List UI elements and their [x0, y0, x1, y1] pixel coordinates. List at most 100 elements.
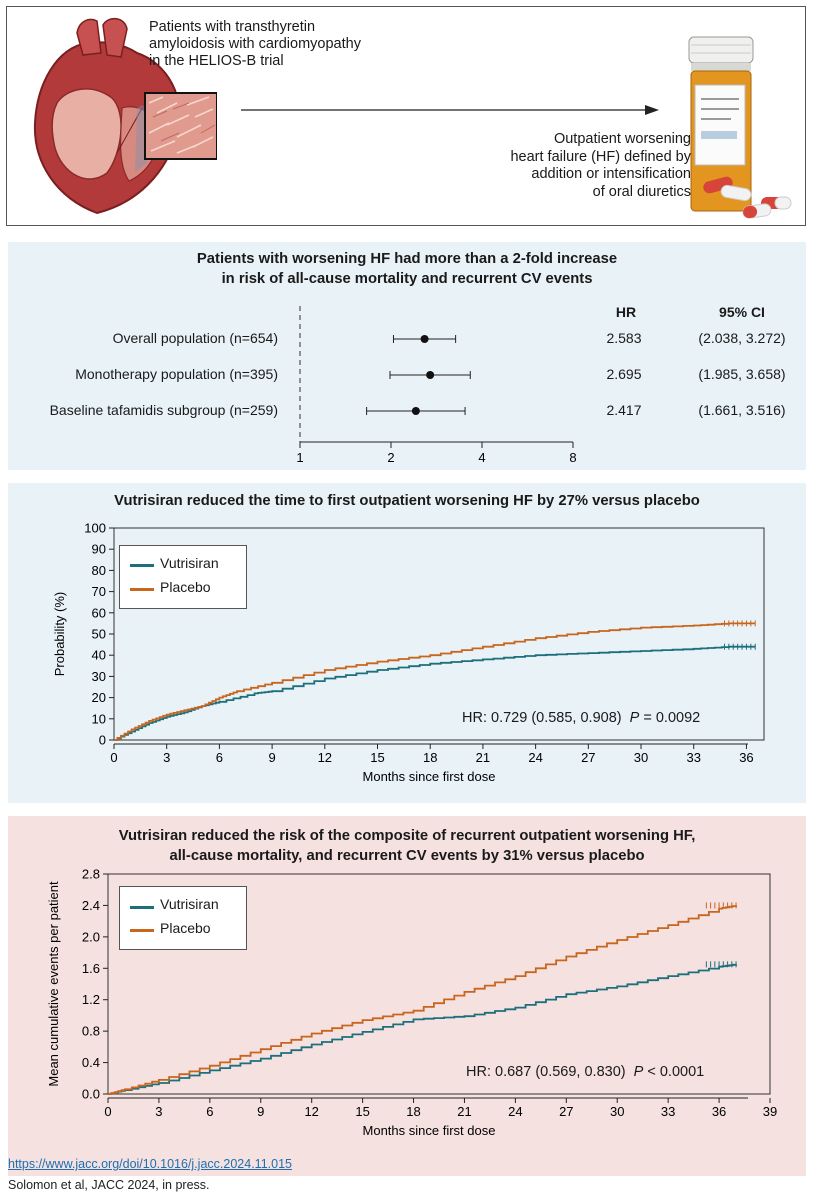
outcome-line: of oral diuretics	[592, 183, 691, 200]
mcf-title-line: all-cause mortality, and recurrent CV ev…	[169, 848, 645, 864]
x-tick-label: 21	[457, 1104, 471, 1119]
x-tick-label: 0	[110, 750, 117, 765]
doi-link[interactable]: https://www.jacc.org/doi/10.1016/j.jacc.…	[8, 1157, 292, 1171]
y-tick-label: 1.2	[82, 992, 100, 1007]
y-tick-label: 60	[92, 605, 106, 620]
km-hr-text: HR: 0.729 (0.585, 0.908)	[462, 710, 622, 726]
x-tick-label: 18	[423, 750, 437, 765]
x-tick-label: 0	[104, 1104, 111, 1119]
x-tick-label: 3	[155, 1104, 162, 1119]
series-line-placebo	[114, 622, 756, 741]
y-tick-label: 2.8	[82, 867, 100, 882]
x-tick-label: 12	[318, 750, 332, 765]
x-tick-label: 36	[712, 1104, 726, 1119]
legend-swatch-vutrisiran	[130, 564, 154, 567]
population-description: Patients with transthyretin amyloidosis …	[149, 19, 361, 70]
hr-column-header: HR	[615, 304, 637, 320]
forest-row-label: Baseline tafamidis subgroup (n=259)	[49, 402, 278, 418]
ci-column-header: 95% CI	[719, 304, 765, 320]
y-tick-label: 40	[92, 648, 106, 663]
mcf-panel: Vutrisiran reduced the risk of the compo…	[8, 816, 806, 1176]
y-tick-label: 20	[92, 690, 106, 705]
hr-point	[411, 407, 420, 415]
x-tick-label: 12	[304, 1104, 318, 1119]
km-title: Vutrisiran reduced the time to first out…	[114, 493, 700, 509]
x-tick-label: 30	[610, 1104, 624, 1119]
series-line-placebo	[108, 905, 737, 1095]
x-axis-label: Months since first dose	[363, 769, 496, 784]
km-hr-annotation: HR: 0.729 (0.585, 0.908) P = 0.0092	[462, 710, 700, 726]
series-line-vutrisiran	[114, 645, 756, 741]
x-tick-label: 2	[387, 450, 394, 465]
forest-plot: 1 2 4 8	[296, 306, 577, 465]
hr-point	[426, 371, 435, 379]
legend-label-vutrisiran: Vutrisiran	[160, 555, 219, 571]
trial-summary-panel: Patients with transthyretin amyloidosis …	[6, 6, 806, 226]
km-p-label: P	[629, 710, 640, 726]
x-tick-label: 24	[508, 1104, 522, 1119]
x-tick-label: 21	[476, 750, 490, 765]
x-tick-label: 39	[763, 1104, 777, 1119]
outcome-line: addition or intensification	[531, 166, 691, 182]
x-axis-label: Months since first dose	[363, 1123, 496, 1138]
y-tick-label: 0.8	[82, 1024, 100, 1039]
forest-ci-value: (1.985, 3.658)	[698, 366, 786, 382]
x-tick-label: 6	[216, 750, 223, 765]
x-tick-label: 33	[686, 750, 700, 765]
forest-hr-value: 2.417	[606, 402, 642, 418]
x-tick-label: 27	[581, 750, 595, 765]
x-tick-label: 15	[370, 750, 384, 765]
legend-label-placebo: Placebo	[160, 920, 211, 936]
pill-bottle-icon	[688, 36, 792, 219]
x-tick-label: 1	[296, 450, 303, 465]
x-tick-label: 36	[739, 750, 753, 765]
forest-plot-panel: Patients with worsening HF had more than…	[8, 242, 806, 470]
x-tick-label: 33	[661, 1104, 675, 1119]
forest-row-label: Monotherapy population (n=395)	[75, 366, 278, 382]
x-tick-label: 6	[206, 1104, 213, 1119]
y-tick-label: 90	[92, 542, 106, 557]
outcome-line: heart failure (HF) defined by	[510, 148, 691, 165]
x-tick-label: 18	[406, 1104, 420, 1119]
mcf-chart: 0.00.40.81.21.62.02.42.80 3 6 9 12 15 18 21 24 27…	[46, 867, 777, 1139]
y-tick-label: 70	[92, 584, 106, 599]
x-tick-label: 27	[559, 1104, 573, 1119]
x-tick-label: 15	[355, 1104, 369, 1119]
y-tick-label: 2.4	[82, 898, 100, 913]
forest-title-line: Patients with worsening HF had more than…	[196, 251, 618, 267]
forest-ci-value: (1.661, 3.516)	[698, 402, 786, 418]
y-tick-label: 0	[99, 733, 106, 748]
y-tick-label: 80	[92, 563, 106, 578]
mcf-title: Vutrisiran reduced the risk of the compo…	[8, 826, 806, 866]
legend-label-placebo: Placebo	[160, 579, 211, 595]
forest-ci-value: (2.038, 3.272)	[698, 330, 786, 346]
km-legend: Vutrisiran Placebo	[119, 545, 247, 609]
km-panel: Vutrisiran reduced the time to first out…	[8, 483, 806, 803]
forest-hr-value: 2.583	[606, 330, 642, 346]
mcf-p-label: P	[633, 1064, 644, 1080]
x-tick-label: 8	[569, 450, 576, 465]
hr-point	[420, 335, 429, 343]
forest-title-line: in risk of all-cause mortality and recur…	[221, 271, 593, 287]
population-line: in the HELIOS-B trial	[149, 53, 284, 69]
series-line-vutrisiran	[108, 963, 737, 1095]
x-tick-label: 24	[528, 750, 542, 765]
forest-title: Patients with worsening HF had more than…	[8, 249, 806, 289]
x-tick-label: 3	[163, 750, 170, 765]
heart-illustration	[33, 17, 217, 215]
x-tick-label: 30	[634, 750, 648, 765]
legend-swatch-placebo	[130, 588, 154, 591]
legend-label-vutrisiran: Vutrisiran	[160, 896, 219, 912]
y-axis-label: Mean cumulative events per patient	[46, 881, 61, 1087]
outcome-line: Outpatient worsening	[553, 131, 691, 147]
y-tick-label: 0.0	[82, 1087, 100, 1102]
plot-area	[107, 873, 771, 1095]
y-tick-label: 30	[92, 669, 106, 684]
y-tick-label: 1.6	[82, 961, 100, 976]
mcf-title-line: Vutrisiran reduced the risk of the compo…	[118, 828, 696, 844]
population-line: Patients with transthyretin	[149, 19, 316, 35]
population-line: amyloidosis with cardiomyopathy	[149, 36, 361, 52]
y-tick-label: 2.0	[82, 929, 100, 944]
x-tick-label: 9	[268, 750, 275, 765]
